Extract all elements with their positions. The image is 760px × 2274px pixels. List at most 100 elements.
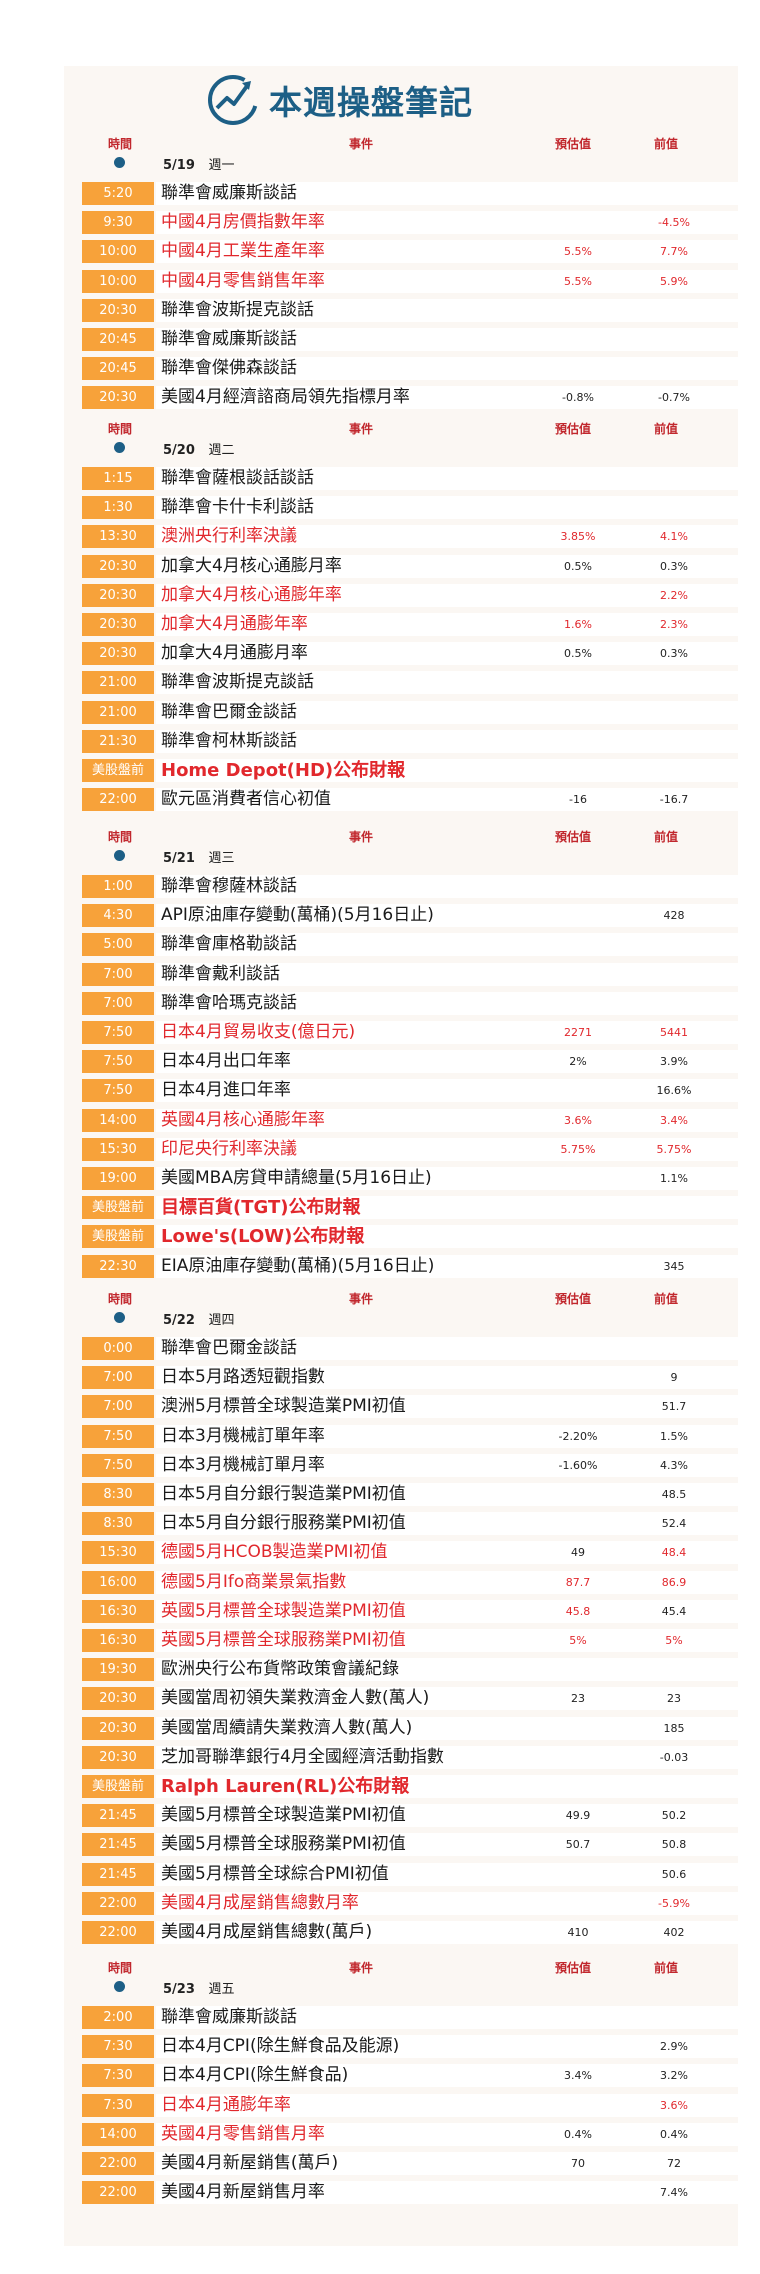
event-row: 10:00 中國4月零售銷售年率 5.5% 5.9% bbox=[64, 268, 738, 295]
event-name: 英國5月標普全球服務業PMI初值 bbox=[161, 1630, 406, 1650]
event-name: 聯準會戴利談話 bbox=[161, 963, 280, 984]
time-cell: 20:30 bbox=[82, 583, 154, 607]
forecast-value bbox=[548, 1775, 608, 1798]
event-row: 22:00 美國4月新屋銷售(萬戶) 70 72 bbox=[64, 2150, 738, 2177]
forecast-value bbox=[548, 701, 608, 724]
time-cell: 7:30 bbox=[82, 2093, 154, 2117]
time-cell: 8:30 bbox=[82, 1512, 154, 1536]
forecast-value bbox=[548, 211, 608, 234]
time-cell: 8:30 bbox=[82, 1483, 154, 1506]
time-cell: 7:30 bbox=[82, 2064, 154, 2088]
time-cell: 16:30 bbox=[82, 1599, 154, 1623]
header-event: 事件 bbox=[349, 1961, 374, 1975]
chart-logo-icon bbox=[206, 73, 260, 127]
event-name: 日本4月貿易收支(億日元) bbox=[161, 1022, 356, 1042]
row-band bbox=[156, 2064, 738, 2088]
time-cell: 20:45 bbox=[82, 328, 154, 351]
forecast-value bbox=[548, 1512, 608, 1535]
row-band bbox=[156, 729, 738, 753]
forecast-value bbox=[548, 584, 608, 607]
previous-value: 23 bbox=[667, 1692, 681, 1706]
event-row: 20:30 聯準會波斯提克談話 bbox=[64, 297, 738, 324]
previous-value: 402 bbox=[663, 1926, 685, 1939]
forecast-value bbox=[548, 1717, 608, 1740]
time-cell: 10:00 bbox=[82, 240, 154, 264]
forecast-value bbox=[548, 904, 608, 927]
row-band bbox=[156, 1079, 738, 1103]
time-cell: 21:45 bbox=[82, 1804, 154, 1828]
time-cell: 20:30 bbox=[82, 642, 154, 666]
previous-value: 3.4% bbox=[660, 1113, 688, 1127]
row-band bbox=[156, 904, 738, 928]
previous-value: 50.2 bbox=[661, 1809, 687, 1823]
previous-value: 7.4% bbox=[660, 2186, 688, 2200]
event-name: 美國5月標普全球服務業PMI初值 bbox=[161, 1834, 406, 1855]
event-name: 加拿大4月核心通膨月率 bbox=[161, 555, 342, 576]
day-header: 時間 事件 預估值 前值 5/21 週三 bbox=[64, 828, 738, 868]
event-name: 印尼央行利率決議 bbox=[161, 1138, 297, 1159]
event-name: Home Depot(HD)公布財報 bbox=[161, 760, 406, 781]
event-row: 20:30 美國當周初領失業救濟金人數(萬人) 23 23 bbox=[64, 1685, 738, 1712]
time-cell: 22:00 bbox=[82, 1891, 154, 1915]
time-cell: 19:00 bbox=[82, 1167, 154, 1190]
previous-value bbox=[644, 963, 704, 986]
previous-value: 72 bbox=[667, 2157, 681, 2170]
forecast-value: 5% bbox=[569, 1634, 587, 1647]
event-name: 美國MBA房貸申請總量(5月16日止) bbox=[161, 1168, 432, 1188]
time-cell: 22:00 bbox=[82, 2152, 154, 2175]
event-row: 7:00 聯準會戴利談話 bbox=[64, 961, 738, 988]
day-date: 5/19 週一 bbox=[163, 158, 235, 173]
previous-value: 1.5% bbox=[660, 1429, 688, 1443]
row-band bbox=[156, 357, 738, 381]
forecast-value: 23 bbox=[571, 1692, 585, 1706]
row-band bbox=[156, 1541, 738, 1565]
row-band bbox=[156, 1424, 738, 1448]
event-name: 美國4月成屋銷售總數月率 bbox=[161, 1892, 359, 1913]
event-row: 20:30 加拿大4月核心通膨月率 0.5% 0.3% bbox=[64, 553, 738, 580]
time-cell: 5:20 bbox=[82, 182, 154, 205]
event-name: 目標百貨(TGT)公布財報 bbox=[161, 1197, 361, 1219]
event-name: 日本4月CPI(除生鮮食品) bbox=[161, 2065, 349, 2086]
time-cell: 21:30 bbox=[82, 729, 154, 753]
header-previous: 前值 bbox=[654, 830, 679, 844]
event-row: 16:00 德國5月Ifo商業景氣指數 87.7 86.9 bbox=[64, 1569, 738, 1596]
event-row: 21:00 聯準會巴爾金談話 bbox=[64, 699, 738, 726]
event-name: 日本4月通膨年率 bbox=[161, 2094, 291, 2115]
header-time: 時間 bbox=[108, 137, 133, 151]
event-name: 日本4月進口年率 bbox=[161, 1080, 291, 1101]
event-name: 日本3月機械訂單年率 bbox=[161, 1425, 325, 1446]
time-cell: 0:00 bbox=[82, 1337, 154, 1360]
row-band bbox=[156, 642, 738, 666]
event-row: 美股盤前 Ralph Lauren(RL)公布財報 bbox=[64, 1773, 738, 1800]
row-band bbox=[156, 1196, 738, 1220]
event-name: 英國4月核心通膨年率 bbox=[161, 1109, 325, 1130]
previous-value bbox=[644, 1658, 704, 1681]
event-name: 日本5月路透短觀指數 bbox=[161, 1367, 325, 1388]
event-name: 日本5月自分銀行服務業PMI初值 bbox=[161, 1513, 406, 1534]
event-name: 聯準會傑佛森談話 bbox=[161, 358, 297, 379]
previous-value: 16.6% bbox=[656, 1084, 692, 1098]
row-band bbox=[156, 240, 738, 264]
event-name: 日本4月出口年率 bbox=[161, 1051, 291, 1072]
previous-value: 4.3% bbox=[660, 1458, 688, 1472]
event-name: 聯準會巴爾金談話 bbox=[161, 701, 297, 722]
forecast-value bbox=[548, 1863, 608, 1886]
forecast-value bbox=[548, 1395, 608, 1418]
time-cell: 7:50 bbox=[82, 1021, 154, 1044]
row-band bbox=[156, 1862, 738, 1886]
row-band bbox=[156, 991, 738, 1015]
event-row: 1:00 聯準會穆薩林談話 bbox=[64, 873, 738, 900]
event-row: 21:45 美國5月標普全球服務業PMI初值 50.7 50.8 bbox=[64, 1831, 738, 1858]
forecast-value: 3.6% bbox=[564, 1113, 592, 1127]
previous-value bbox=[644, 467, 704, 490]
previous-value: 4.1% bbox=[660, 530, 688, 544]
event-row: 13:30 澳洲央行利率決議 3.85% 4.1% bbox=[64, 523, 738, 550]
row-band bbox=[156, 2006, 738, 2029]
page-title-text: 本週操盤筆記 bbox=[269, 83, 473, 122]
previous-value: -4.5% bbox=[658, 216, 690, 230]
previous-value: 2.3% bbox=[660, 618, 688, 631]
previous-value: 2.2% bbox=[660, 588, 688, 602]
time-cell: 1:00 bbox=[82, 875, 154, 898]
event-name: 聯準會威廉斯談話 bbox=[161, 329, 297, 349]
event-name: 加拿大4月通膨年率 bbox=[161, 614, 308, 634]
